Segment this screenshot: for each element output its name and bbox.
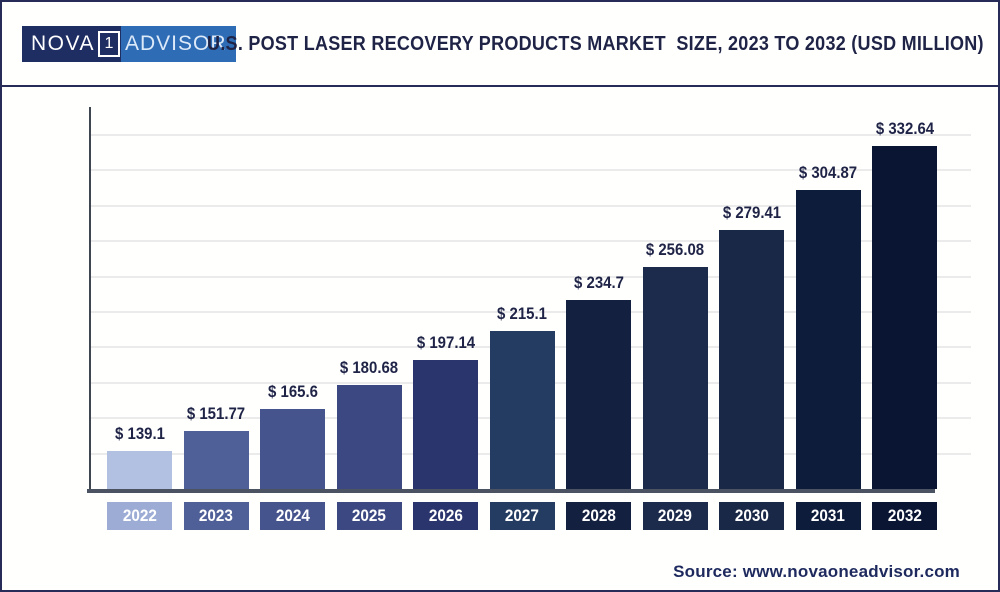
y-axis-line <box>89 107 91 491</box>
value-label-2026: $ 197.14 <box>416 333 475 352</box>
year-label-2029: 2029 <box>642 502 708 530</box>
gridline <box>91 275 971 278</box>
source-text: Source: www.novaoneadvisor.com <box>673 562 960 581</box>
year-label-2028: 2028 <box>566 502 631 530</box>
x-axis-line <box>87 489 935 493</box>
bar-2032 <box>872 146 937 489</box>
value-label-2023: $ 151.77 <box>186 404 246 423</box>
chart-title: U.S. POST LASER RECOVERY PRODUCTS MARKET… <box>207 33 984 55</box>
bar-2028 <box>566 300 631 489</box>
bar-2026 <box>413 360 478 489</box>
bar-2029 <box>642 267 708 489</box>
gridline <box>91 240 971 243</box>
value-label-2028: $ 234.7 <box>573 273 624 292</box>
logo-left-segment: NOVA 1 <box>22 26 121 62</box>
bar-2022 <box>107 451 172 489</box>
year-label-2023: 2023 <box>183 502 249 530</box>
value-label-2032: $ 332.64 <box>875 119 934 138</box>
year-label-2025: 2025 <box>336 502 402 530</box>
nova-one-advisor-logo: NOVA 1 ADVISOR <box>22 26 236 62</box>
logo-one-badge: 1 <box>97 31 120 57</box>
bar-chart: $ 139.1 2022 $ 151.77 2023 $ 165.6 2024 $ 180.… <box>2 87 998 547</box>
gridline <box>91 311 971 313</box>
value-label-2024: $ 165.6 <box>267 382 318 401</box>
value-label-2025: $ 180.68 <box>339 358 399 377</box>
gridline <box>91 169 971 172</box>
year-label-2022: 2022 <box>107 502 172 530</box>
bar-2027 <box>489 331 555 489</box>
year-label-2032: 2032 <box>872 502 937 530</box>
bar-2031 <box>795 190 861 489</box>
bar-2023 <box>183 431 249 489</box>
year-label-2024: 2024 <box>260 502 325 530</box>
value-label-2029: $ 256.08 <box>645 240 705 259</box>
value-label-2022: $ 139.1 <box>114 424 165 443</box>
header: NOVA 1 ADVISOR U.S. POST LASER RECOVERY … <box>2 2 998 87</box>
value-label-2027: $ 215.1 <box>497 304 547 323</box>
year-label-2027: 2027 <box>489 502 555 530</box>
bar-2025 <box>336 385 402 489</box>
logo-advisor-text: ADVISOR <box>120 26 236 62</box>
gridline <box>91 204 971 207</box>
logo-nova-text: NOVA <box>22 26 98 62</box>
value-label-2030: $ 279.41 <box>722 203 781 222</box>
year-label-2031: 2031 <box>795 502 861 530</box>
bar-2024 <box>260 409 325 489</box>
gridline <box>91 134 971 136</box>
value-label-2031: $ 304.87 <box>798 163 858 182</box>
year-label-2026: 2026 <box>413 502 478 530</box>
bar-2030 <box>719 230 784 489</box>
year-label-2030: 2030 <box>719 502 784 530</box>
